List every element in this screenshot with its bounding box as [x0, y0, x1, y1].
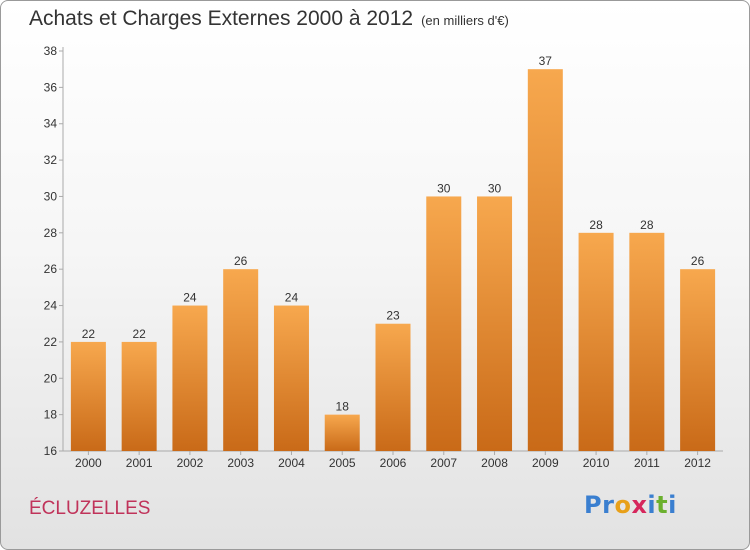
x-tick-label: 2012: [684, 456, 711, 470]
y-tick-label: 20: [44, 371, 58, 385]
data-label: 24: [183, 291, 197, 305]
x-tick-label: 2003: [227, 456, 254, 470]
data-label: 22: [82, 327, 96, 341]
x-tick-label: 2004: [278, 456, 305, 470]
x-tick-label: 2001: [126, 456, 153, 470]
chart-subtitle: (en milliers d'€): [421, 13, 509, 28]
y-tick-label: 38: [44, 44, 58, 58]
logo-letter: t: [656, 491, 669, 519]
commune-name: ÉCLUZELLES: [29, 498, 151, 519]
bar: [172, 305, 208, 451]
chart-labels: 2000 22 2001 22 2002 24 2003 26 2004 24 2005 18 2006…: [75, 54, 711, 470]
x-tick-label: 2009: [532, 456, 559, 470]
y-tick-label: 24: [44, 299, 58, 313]
data-label: 28: [640, 218, 654, 232]
data-label: 24: [285, 291, 299, 305]
data-label: 26: [691, 254, 705, 268]
x-tick-label: 2011: [634, 456, 660, 470]
bar: [578, 232, 614, 451]
data-label: 30: [437, 181, 451, 195]
bar: [375, 323, 411, 451]
data-label: 22: [132, 327, 146, 341]
y-tick-label: 26: [44, 262, 58, 276]
y-tick-label: 28: [44, 226, 58, 240]
logo-letter: i: [647, 491, 657, 519]
y-tick-label: 32: [44, 153, 58, 167]
bar: [680, 269, 716, 451]
bar: [629, 232, 665, 451]
y-tick-label: 22: [44, 335, 58, 349]
logo-letter: P: [584, 491, 603, 519]
x-tick-label: 2002: [177, 456, 204, 470]
y-tick-label: 36: [44, 80, 58, 94]
y-tick-label: 16: [44, 444, 58, 458]
logo-letter: i: [668, 491, 677, 519]
data-label: 26: [234, 254, 248, 268]
logo-letter: x: [631, 491, 648, 519]
x-tick-label: 2008: [481, 456, 508, 470]
x-tick-label: 2007: [430, 456, 457, 470]
bar: [70, 341, 106, 451]
proxiti-logo: Proxiti: [584, 491, 677, 519]
bar: [527, 69, 563, 451]
data-label: 30: [488, 181, 502, 195]
bar: [273, 305, 309, 451]
y-tick-label: 34: [44, 117, 58, 131]
bar: [426, 196, 462, 451]
y-tick-label: 30: [44, 189, 58, 203]
chart-bars: [70, 69, 716, 451]
bar: [121, 341, 157, 451]
y-tick-label: 18: [44, 408, 58, 422]
x-tick-label: 2006: [380, 456, 407, 470]
bar: [477, 196, 513, 451]
data-label: 28: [589, 218, 603, 232]
x-tick-label: 2010: [583, 456, 610, 470]
chart-title-text: Achats et Charges Externes 2000 à 2012: [29, 7, 414, 30]
x-tick-label: 2005: [329, 456, 356, 470]
logo-letter: r: [602, 491, 615, 519]
x-tick-label: 2000: [75, 456, 102, 470]
bar: [223, 269, 259, 451]
data-label: 37: [539, 54, 553, 68]
chart-title: Achats et Charges Externes 2000 à 2012 (e…: [29, 7, 509, 31]
logo-letter: o: [614, 491, 632, 519]
bar: [324, 414, 360, 451]
data-label: 18: [336, 400, 350, 414]
data-label: 23: [386, 309, 400, 323]
